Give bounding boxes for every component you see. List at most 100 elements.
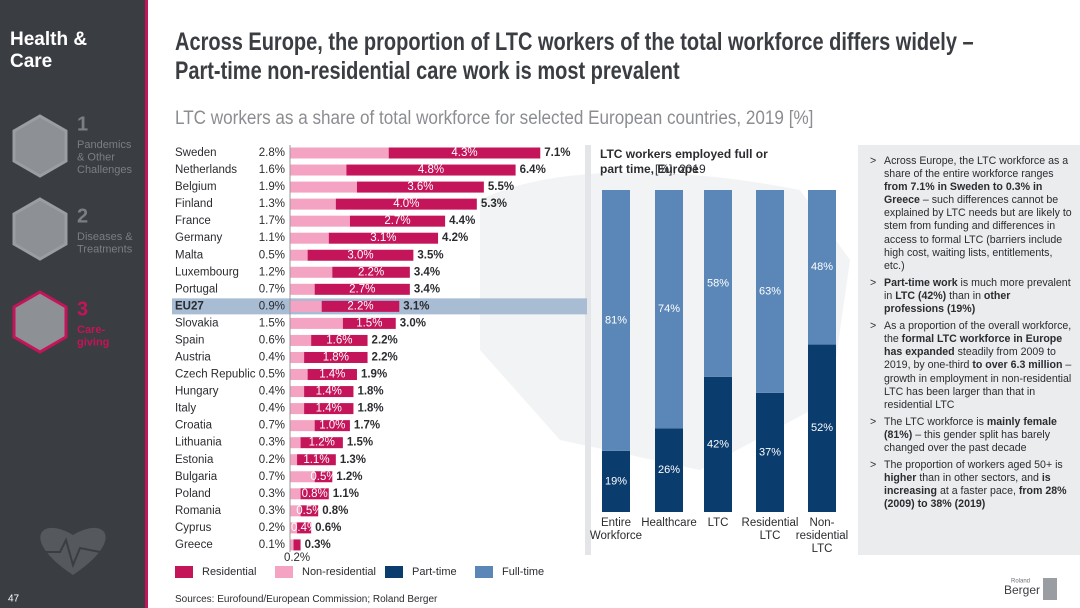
total-label: 1.3% <box>340 454 366 466</box>
total-label: 1.8% <box>357 403 383 415</box>
nav-label: Treatments <box>77 243 133 255</box>
value-label: 0.1% <box>259 539 285 551</box>
value-label: 37% <box>759 446 781 458</box>
nav-label: Care- <box>77 324 105 336</box>
bullet-text: is much more prevalent in <box>884 276 1071 302</box>
bar-segment <box>808 344 836 512</box>
slide-title: Across Europe, the proportion of LTC wor… <box>175 28 974 85</box>
logo-top: Roland <box>1011 579 1030 585</box>
nav-label: & Other <box>77 151 115 163</box>
value-label: 1.6% <box>259 164 285 176</box>
total-label: 0.6% <box>315 522 341 534</box>
sidebar-edge <box>145 0 148 608</box>
value-label: 0.7% <box>259 471 285 483</box>
category-label: Germany <box>175 232 223 244</box>
category-label: Residential <box>742 517 799 529</box>
bullet: Part-time work is much more prevalent in… <box>870 277 1072 316</box>
bar-segment <box>756 190 784 393</box>
value-label: 48% <box>811 261 833 273</box>
total-label: 3.1% <box>403 300 429 312</box>
legend-swatch <box>175 566 193 578</box>
value-label: 2.7% <box>349 283 375 295</box>
bullet-text: formal LTC workforce in Europe has expan… <box>884 333 1063 359</box>
bar-segment <box>602 450 630 512</box>
bullet-text: steadily from 2009 to 2019, by one-third <box>884 346 1056 372</box>
value-label: 0.4% <box>259 403 285 415</box>
bullet-text: is increasing <box>884 472 1051 498</box>
bullet-text: to over 6.3 million <box>972 359 1063 372</box>
category-label: Lithuania <box>175 437 222 449</box>
value-label: 63% <box>759 285 781 297</box>
heart-line <box>45 537 101 569</box>
nav-label: Challenges <box>77 164 133 176</box>
legend-swatch <box>275 566 293 578</box>
bullet-text: LTC (42%) <box>895 289 947 302</box>
value-label: 0.8% <box>302 488 328 500</box>
separator <box>585 145 591 555</box>
bar-segment <box>655 190 683 429</box>
bar-segment <box>808 190 836 345</box>
bar-segment <box>290 522 298 534</box>
category-label: Malta <box>175 249 204 261</box>
bar-segment <box>300 488 329 500</box>
category-label: Luxembourg <box>175 266 239 278</box>
value-label: 0.4% <box>291 522 317 534</box>
category-label: Non- <box>810 517 835 529</box>
total-label: 6.4% <box>520 164 546 176</box>
total-label: 3.4% <box>414 266 440 278</box>
category-label: Sweden <box>175 147 217 159</box>
category-label: Hungary <box>175 386 219 398</box>
value-label: 74% <box>658 303 680 315</box>
legend-label: Part-time <box>412 566 457 578</box>
bar-segment <box>314 471 333 483</box>
value-label: 0.2% <box>259 454 285 466</box>
category-label: Healthcare <box>641 517 697 529</box>
chart2-title-suffix: [%], 2019 <box>655 162 706 176</box>
category-label: LTC <box>760 530 781 542</box>
category-label: Netherlands <box>175 164 237 176</box>
total-label: 1.9% <box>361 369 387 381</box>
text-panel: Across Europe, the LTC workforce as a sh… <box>858 145 1080 555</box>
bar-segment <box>332 266 410 278</box>
bar-segment <box>290 351 305 363</box>
bar-segment <box>290 232 329 244</box>
category-label: Workforce <box>590 530 642 542</box>
bar-segment <box>290 164 347 176</box>
category-label: Poland <box>175 488 211 500</box>
value-label: 1.4% <box>316 386 342 398</box>
value-label: 0.6% <box>259 334 285 346</box>
value-label: 81% <box>605 314 627 326</box>
bar-segment <box>290 283 315 295</box>
bar-segment <box>335 198 477 210</box>
bar-segment <box>328 232 439 244</box>
value-label: 52% <box>811 422 833 434</box>
bar-segment <box>349 215 446 227</box>
slide-subtitle: LTC workers as a share of total workforc… <box>175 108 814 129</box>
nav-label: Pandemics <box>77 139 132 151</box>
bar-segment <box>307 369 357 381</box>
total-label: 0.3% <box>305 539 331 551</box>
bar-segment <box>290 505 301 517</box>
category-label: Finland <box>175 198 213 210</box>
value-label: 0.3% <box>259 488 285 500</box>
total-label: 4.2% <box>442 232 468 244</box>
bar-segment <box>388 147 541 159</box>
bar-segment <box>314 420 350 432</box>
bullet-text: Across Europe, the LTC workforce as a sh… <box>884 155 1069 181</box>
value-label: 1.5% <box>356 317 382 329</box>
value-label: 26% <box>658 464 680 476</box>
value-label: 0.3% <box>259 505 285 517</box>
value-label: 4.3% <box>451 147 477 159</box>
bar-segment <box>300 505 319 517</box>
category-label: Estonia <box>175 454 214 466</box>
bar-segment <box>290 420 315 432</box>
legend-swatch <box>385 566 403 578</box>
logo-mark <box>1043 578 1057 600</box>
value-label: 1.0% <box>319 420 345 432</box>
chart2-title: LTC workers employed full or part time, E… <box>600 147 768 176</box>
value-label: 0.2% <box>284 552 310 564</box>
value-label: 0.7% <box>259 283 285 295</box>
bar-segment <box>307 249 414 261</box>
bullet-text: from 28% (2009) to 38% (2019) <box>884 485 1067 511</box>
